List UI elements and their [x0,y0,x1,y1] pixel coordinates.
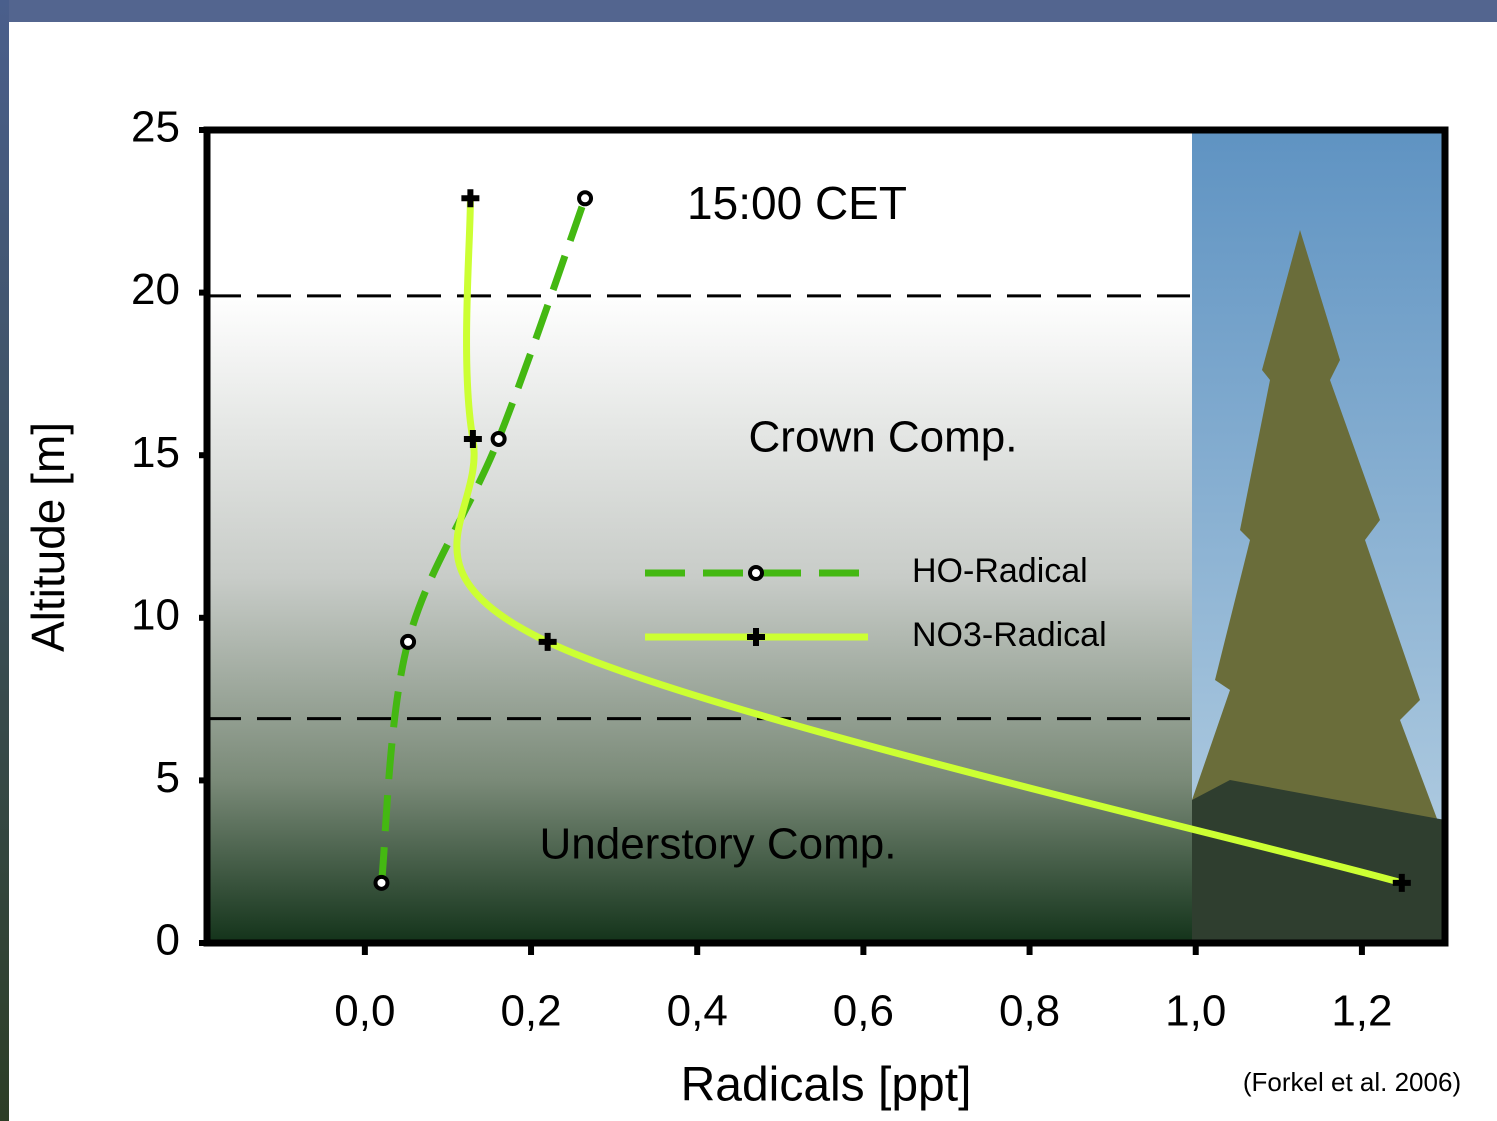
series-line [378,197,589,884]
legend-marker [747,628,765,646]
plot-frame [203,126,1449,947]
legend-label: HO-Radical [912,552,1088,590]
legend-marker [748,565,764,581]
y-tick-label: 20 [131,265,180,314]
legend-label: NO3-Radical [912,616,1107,654]
annotation: 15:00 CET [687,177,907,229]
plot-background [207,130,1192,943]
source-note: (Forkel et al. 2006) [1243,1067,1461,1097]
y-tick-label: 0 [156,916,180,965]
x-tick-label: 1,0 [1165,987,1226,1036]
point [461,189,480,208]
frame-top [0,0,1497,22]
y-tick-label: 15 [131,428,180,477]
point [463,429,482,448]
point [577,190,594,207]
x-axis-label: Radicals [ppt] [681,1059,972,1112]
frame-left [0,0,9,1121]
y-axis-label: Altitude [m] [22,422,74,652]
x-tick-label: 0,4 [667,987,728,1036]
series-line [453,198,1403,887]
point [1392,873,1411,892]
point [400,633,417,650]
x-tick-label: 1,2 [1331,987,1392,1036]
y-tick-label: 5 [156,753,180,802]
point [373,874,390,891]
point [490,430,507,447]
x-tick-label: 0,8 [999,987,1060,1036]
y-tick-label: 25 [131,103,180,152]
tree-photo [1192,130,1445,943]
x-tick-label: 0,2 [500,987,561,1036]
x-tick-label: 0,0 [334,987,395,1036]
y-tick-label: 10 [131,590,180,639]
annotation: Crown Comp. [749,413,1018,462]
annotation: Understory Comp. [539,820,896,869]
point [538,632,557,651]
x-tick-label: 0,6 [833,987,894,1036]
